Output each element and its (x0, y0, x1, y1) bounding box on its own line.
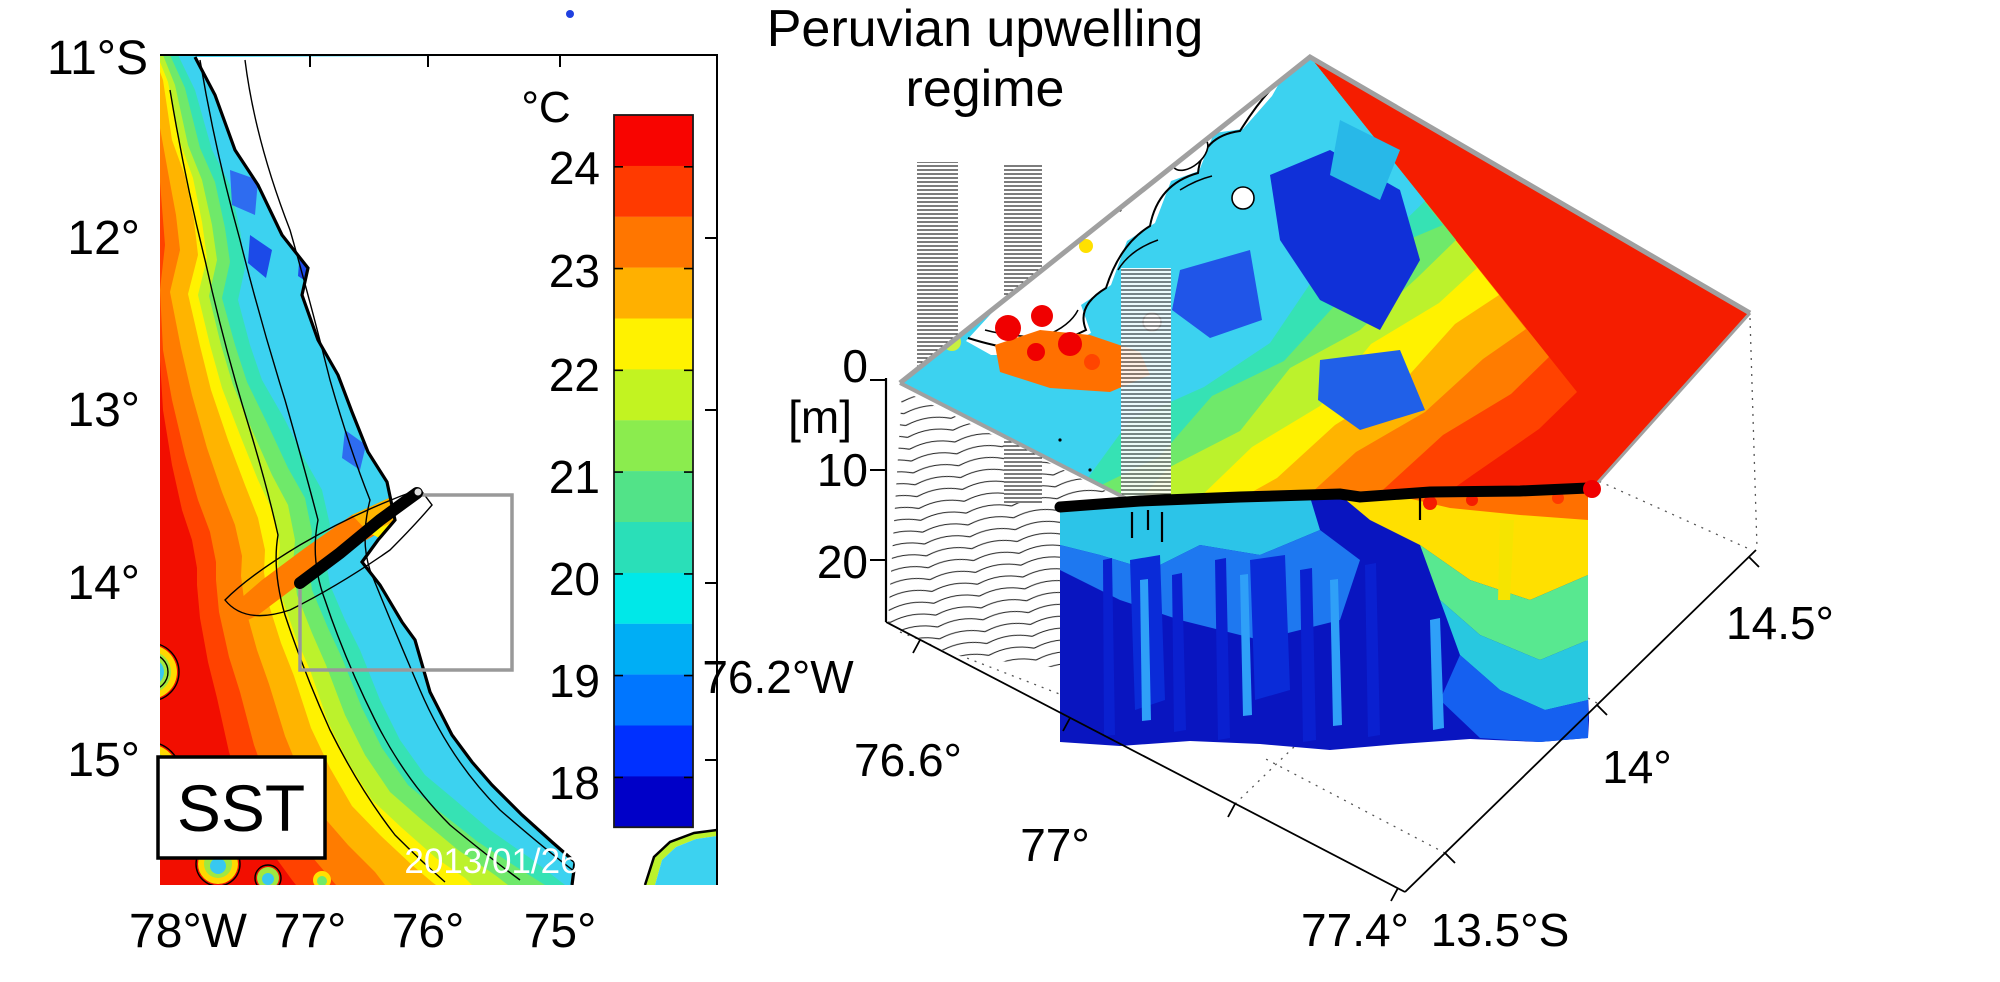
lon-tick-label: 76° (392, 905, 465, 958)
colorbar-band (614, 267, 693, 319)
lon-tick-label: 78°W (129, 905, 248, 958)
lon-tick-label-3d: 76.6° (854, 734, 962, 786)
date-label: 2013/01/26 (404, 842, 579, 881)
ship-track-3d (1054, 482, 1594, 513)
lat-tick-label: 12° (67, 212, 140, 265)
panel-title-line2: regime (906, 60, 1065, 118)
lat-tick-label-3d: 13.5°S (1431, 904, 1570, 956)
colorbar-tick-label: 19 (549, 655, 600, 707)
colorbar-ticks (614, 166, 693, 779)
lon-tick-label: 75° (524, 905, 597, 958)
colorbar-band (614, 522, 693, 573)
colorbar-band (614, 572, 693, 624)
colorbar-band (614, 216, 693, 268)
sst-field (160, 55, 717, 885)
colorbar-band (614, 420, 693, 472)
sst-label: SST (177, 771, 305, 845)
colorbar-band (614, 369, 693, 421)
lon-tick-label-3d: 76.2°W (702, 651, 854, 703)
map-border (160, 54, 718, 885)
colorbar: °C 24 23 22 21 20 19 18 (521, 83, 694, 829)
lon-tick-label: 77° (274, 905, 347, 958)
colorbar-frame (613, 114, 694, 829)
colorbar-band (614, 318, 693, 370)
stray-mark (566, 10, 574, 18)
lon-tick-label-3d: 77.4° (1301, 904, 1409, 956)
lat-tick-label: 11°S (47, 32, 148, 85)
lat-tick-label-3d: 14.5° (1726, 597, 1834, 649)
curtain-streaks-light (1140, 574, 1444, 730)
ship-track-map (294, 487, 423, 589)
colorbar-band (614, 623, 693, 675)
lon-tick-label-3d: 77° (1020, 819, 1090, 871)
colorbar-band (614, 674, 693, 726)
colorbar-band (614, 115, 693, 166)
sst-contours (160, 59, 576, 885)
sst-map-panel: 11°S 12° 13° 14° 15° 78°W 77° 76° 75° SS… (47, 10, 718, 958)
depth-tick-label: 10 (817, 444, 868, 496)
colorbar-band (614, 165, 693, 217)
lat-tick-label: 15° (67, 734, 140, 787)
colorbar-tick-label: 18 (549, 757, 600, 809)
track-marker (1583, 480, 1601, 498)
sst-label-box (156, 755, 327, 860)
upwelling-3d-panel: 0 10 20 [m] 76.2°W 76.6° 77° 77.4° 13.5°… (702, 0, 1834, 956)
depth-tick-label: 20 (817, 536, 868, 588)
colorbar-tick-label: 20 (549, 553, 600, 605)
colorbar-tick-label: 24 (549, 142, 600, 194)
surface-plane (900, 57, 1750, 502)
depth-axis-label: [m] (788, 391, 852, 443)
colorbar-band (614, 725, 693, 777)
lat-tick-label: 13° (67, 384, 140, 437)
colorbar-band (614, 471, 693, 523)
lat-tick-label: 14° (67, 557, 140, 610)
coastline (193, 56, 577, 885)
axes-3d (870, 378, 1760, 902)
lat-tick-label-3d: 14° (1602, 741, 1672, 793)
colorbar-tick-label: 21 (549, 451, 600, 503)
colorbar-tick-label: 23 (549, 245, 600, 297)
temperature-curtain (1060, 489, 1589, 750)
land-polygon (195, 55, 717, 885)
curtain-streaks (1103, 558, 1380, 742)
map-ticks (309, 55, 717, 761)
surface-edges (898, 53, 1752, 504)
colorbar-band (614, 776, 693, 828)
study-box (298, 493, 514, 672)
track-end-dot (414, 488, 422, 496)
track-roots (1130, 498, 1422, 542)
depth-tick-label: 0 (842, 340, 868, 392)
box-dotted-lines (899, 317, 1758, 854)
colorbar-tick-label: 22 (549, 349, 600, 401)
colorbar-title: °C (521, 83, 570, 132)
panel-title-line1: Peruvian upwelling (767, 0, 1204, 58)
